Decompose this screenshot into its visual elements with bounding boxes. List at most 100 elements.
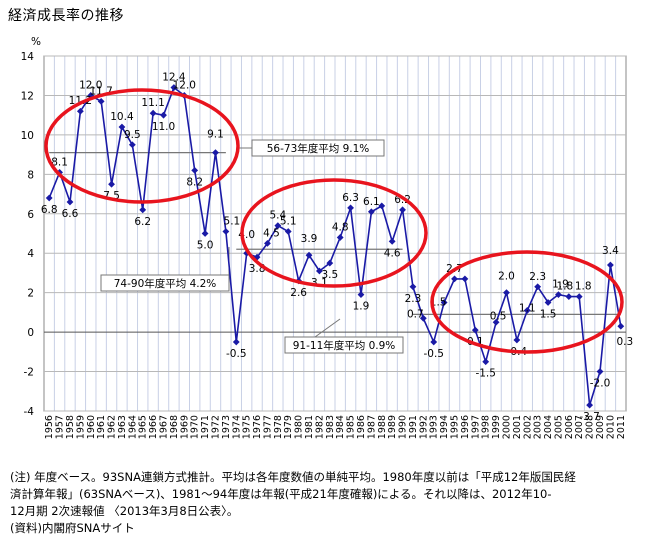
x-tick-label: 1970 [190, 415, 201, 439]
average-callout-box [251, 139, 385, 157]
footnotes: (注) 年度ベース。93SNA連鎖方式推計。平均は各年度数値の単純平均。1980… [10, 469, 640, 537]
x-tick-label: 1956 [44, 415, 55, 439]
average-callout-label: 74-90年度平均 4.2% [114, 277, 217, 290]
x-tick-label: 1990 [398, 415, 409, 439]
data-label: -0.5 [226, 348, 247, 360]
data-label: 12.0 [79, 79, 102, 91]
data-point [482, 358, 490, 366]
x-axis: 1956 1957 1958 1959 1960 1961 1962 1963 1964 1965… [44, 415, 627, 439]
data-label: 5.0 [197, 240, 214, 252]
data-point [274, 222, 282, 230]
y-tick-label: -4 [24, 406, 35, 418]
data-point [596, 368, 604, 375]
data-label: -1.5 [475, 368, 496, 380]
data-point [503, 289, 510, 297]
x-tick-label: 1993 [429, 415, 440, 439]
x-tick-label: 1991 [408, 415, 419, 439]
data-point [534, 283, 542, 291]
data-label: 6.1 [363, 196, 380, 208]
x-tick-label: 1978 [273, 415, 284, 439]
data-label: 11.1 [141, 97, 164, 109]
data-point [232, 338, 240, 346]
x-tick-label: 1958 [65, 415, 76, 439]
data-point [108, 180, 115, 188]
y-tick-label: 14 [21, 51, 35, 63]
data-label: 5.1 [224, 216, 241, 228]
data-point [212, 149, 219, 157]
x-tick-label: 1980 [294, 415, 305, 439]
highlight-oval [430, 250, 624, 354]
x-tick-label: 1994 [439, 415, 450, 439]
x-tick-label: 1976 [252, 415, 263, 439]
data-point [492, 318, 500, 326]
x-tick-label: 2002 [522, 415, 533, 439]
data-label: 0.7 [407, 308, 424, 320]
data-label: 2.0 [498, 271, 515, 283]
data-point [160, 111, 167, 119]
data-point [430, 338, 438, 346]
data-point [586, 401, 594, 409]
page-title: 経済成長率の推移 [8, 8, 124, 24]
x-tick-label: 2005 [553, 415, 564, 439]
average-callout-box [100, 274, 230, 292]
x-tick-label: 2007 [574, 415, 585, 439]
data-label: 6.6 [62, 208, 79, 220]
data-point [555, 291, 562, 299]
x-tick-label: 1987 [366, 415, 377, 439]
data-label: 0.5 [490, 310, 507, 322]
data-point [284, 228, 292, 235]
y-tick-label: 4 [27, 248, 34, 260]
x-tick-label: 1997 [470, 415, 481, 439]
data-point [97, 97, 105, 105]
x-tick-label: 1966 [148, 415, 159, 439]
x-tick-label: 1973 [221, 415, 232, 439]
data-point [316, 267, 323, 275]
x-tick-label: 2004 [543, 415, 554, 439]
x-tick-label: 1971 [200, 415, 211, 439]
y-tick-label: 8 [27, 169, 34, 181]
data-label: 8.2 [186, 176, 203, 188]
x-tick-label: 1957 [55, 415, 66, 439]
data-label: 9.1 [207, 129, 224, 141]
source-line: (資料)内閣府SNAサイト [10, 521, 135, 535]
x-tick-label: 1972 [210, 415, 221, 439]
y-tick-label: 6 [27, 209, 34, 221]
x-tick-label: 2010 [605, 415, 616, 439]
data-point [326, 259, 334, 267]
data-point [513, 336, 521, 344]
x-tick-label: 1961 [96, 415, 107, 439]
x-tick-label: 1979 [283, 415, 294, 439]
data-point [367, 208, 375, 216]
data-point [118, 123, 126, 131]
data-label: 2.3 [529, 271, 546, 283]
x-tick-label: 2011 [616, 415, 627, 439]
y-tick-label: 10 [21, 130, 34, 142]
data-point [305, 251, 313, 259]
data-point [419, 314, 427, 322]
x-tick-label: 1996 [460, 415, 471, 439]
growth-series [45, 84, 625, 409]
data-label: 3.4 [602, 245, 619, 257]
data-point [378, 202, 386, 210]
data-point [357, 291, 365, 299]
y-tick-label: 12 [21, 90, 34, 102]
y-axis-unit: % [31, 36, 41, 48]
data-point [45, 194, 53, 202]
data-point [451, 275, 458, 283]
x-tick-label: 1960 [86, 415, 97, 439]
data-point [76, 107, 84, 115]
data-label: 1.5 [540, 309, 557, 321]
x-tick-label: 2009 [595, 415, 606, 439]
average-callout-leader [314, 318, 341, 338]
data-point [523, 307, 531, 314]
x-tick-label: 1988 [377, 415, 388, 439]
x-tick-label: 2003 [533, 415, 544, 439]
data-label: 1.8 [575, 281, 592, 293]
data-point [409, 283, 417, 291]
x-tick-label: 1981 [304, 415, 315, 439]
data-label: -0.5 [423, 348, 444, 360]
average-callout-label: 56-73年度平均 9.1% [267, 142, 370, 155]
y-tick-label: 2 [27, 288, 34, 300]
data-label: 4.6 [384, 247, 401, 259]
data-point [575, 293, 583, 301]
